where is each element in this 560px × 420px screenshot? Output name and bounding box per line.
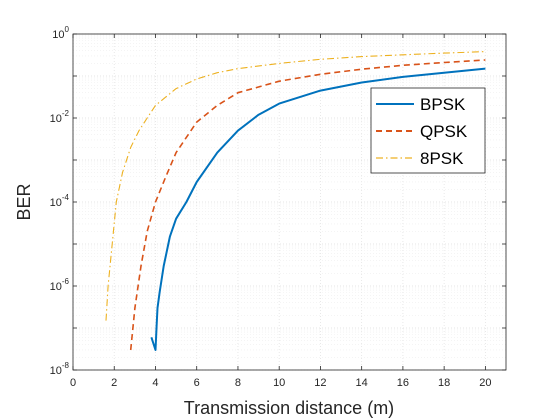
y-tick-label: 100 [52, 25, 69, 41]
series-line-bpsk [150, 67, 486, 351]
x-tick-label: 14 [356, 377, 368, 389]
x-axis-title: Transmission distance (m) [184, 398, 394, 418]
axis-ticks: 0 2 4 6 8 10 12 14 16 18 20 100 10-2 10-4 10-6 10-8 [50, 25, 506, 389]
series-line-8psk [105, 51, 486, 321]
series-line-qpsk [129, 59, 486, 351]
legend: BPSK QPSK 8PSK [370, 87, 486, 174]
x-tick-label: 6 [194, 377, 200, 389]
x-tick-label: 8 [235, 377, 241, 389]
x-tick-label: 0 [70, 377, 76, 389]
x-tick-label: 18 [438, 377, 450, 389]
x-tick-label: 4 [152, 377, 158, 389]
x-tick-label: 20 [479, 377, 491, 389]
x-tick-label: 12 [314, 377, 326, 389]
y-tick-label: 10-8 [50, 361, 70, 377]
legend-label-bpsk: BPSK [420, 95, 466, 114]
y-tick-label: 10-4 [50, 193, 70, 209]
y-tick-label: 10-2 [50, 109, 70, 125]
legend-label-qpsk: QPSK [420, 122, 468, 141]
series-lines [105, 51, 486, 351]
y-axis-title: BER [14, 183, 34, 220]
x-tick-label: 16 [397, 377, 409, 389]
x-tick-label: 10 [273, 377, 285, 389]
legend-label-8psk: 8PSK [420, 149, 464, 168]
y-tick-label: 10-6 [50, 277, 70, 293]
x-tick-label: 2 [111, 377, 117, 389]
